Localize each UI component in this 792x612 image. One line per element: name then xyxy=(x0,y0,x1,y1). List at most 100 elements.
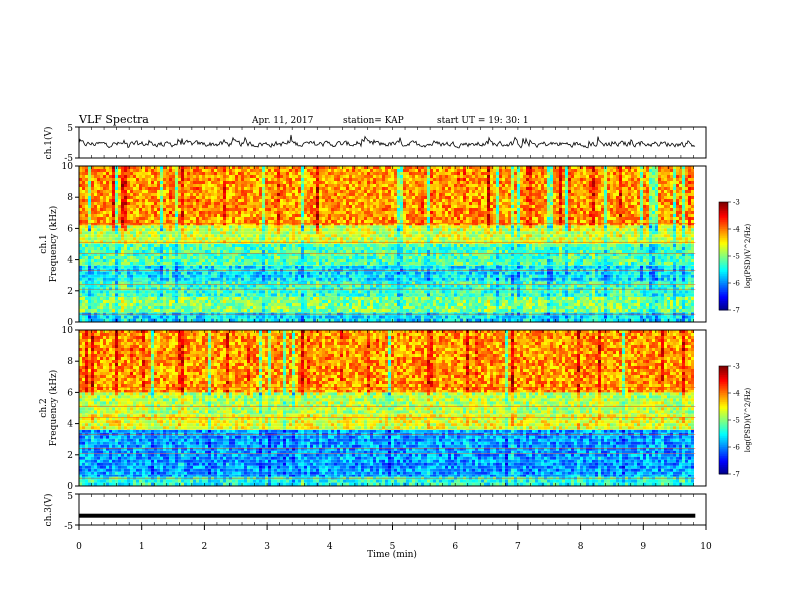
ch1-spectrogram-cell xyxy=(685,316,688,319)
ch1-spectrogram-cell xyxy=(91,247,94,250)
ch1-spectrogram-cell xyxy=(457,290,460,293)
ch1-spectrogram-cell xyxy=(523,316,526,319)
ch1-spectrogram-cell xyxy=(286,266,289,269)
ch1-spectrogram-cell xyxy=(85,278,88,281)
ch1-spectrogram-cell xyxy=(151,281,154,284)
ch1-spectrogram-cell xyxy=(532,281,535,284)
ch1-spectrogram-cell xyxy=(118,312,121,313)
ch1-spectrogram-cell xyxy=(346,287,349,290)
ch1-spectrogram-cell xyxy=(454,244,457,247)
ch1-spectrogram-cell xyxy=(580,297,583,300)
ch1-spectrogram-cell xyxy=(499,300,502,303)
ch1-spectrogram-cell xyxy=(97,309,100,312)
ch1-spectrogram-cell xyxy=(421,297,424,300)
ch1-spectrogram-cell xyxy=(637,300,640,303)
ch1-spectrogram-cell xyxy=(526,281,529,284)
ch1-spectrogram-cell xyxy=(316,316,319,319)
ch1-spectrogram-cell xyxy=(127,281,130,284)
ch1-spectrogram-cell xyxy=(376,281,379,282)
ch1-spectrogram-cell xyxy=(604,290,607,293)
ch1-spectrogram-cell xyxy=(283,319,286,322)
ch1-spectrogram-cell xyxy=(610,297,613,300)
ch1-spectrogram-cell xyxy=(310,316,313,319)
ch1-spectrogram-cell xyxy=(280,316,283,319)
ch1-spectrogram-cell xyxy=(535,306,538,309)
ch1-spectrogram-cell xyxy=(205,293,208,296)
ch1-spectrogram-cell xyxy=(436,247,439,250)
ch1-spectrogram-cell xyxy=(601,309,604,312)
ch1-spectrogram-cell xyxy=(616,275,619,278)
ch1-spectrogram-cell xyxy=(193,306,196,309)
ch1-spectrogram-cell xyxy=(583,309,586,312)
ch1-spectrogram-cell xyxy=(592,316,595,319)
ch1-spectrogram-cell xyxy=(469,316,472,319)
ch1-spectrogram-cell xyxy=(109,303,112,306)
ch1-spectrogram-cell xyxy=(190,300,193,303)
ch1-spectrogram-cell xyxy=(397,281,400,282)
ch1-spectrogram-cell xyxy=(202,293,205,296)
ch1-spectrogram-cell xyxy=(592,281,595,282)
ch1-spectrogram-cell xyxy=(547,290,550,293)
ch1-spectrogram-cell xyxy=(211,296,214,297)
ch1-spectrogram-cell xyxy=(583,281,586,282)
ch1-spectrogram-cell xyxy=(412,278,415,281)
ch1-spectrogram-cell xyxy=(316,296,319,297)
ch1-spectrogram-cell xyxy=(685,306,688,309)
ch1-spectrogram-cell xyxy=(193,303,196,306)
ch1-spectrogram-cell xyxy=(373,281,376,282)
ch1-spectrogram-cell xyxy=(454,275,457,278)
ch1-spectrogram-cell xyxy=(175,300,178,303)
ch1-spectrogram-cell xyxy=(592,281,595,284)
ch1-spectrogram-cell xyxy=(481,293,484,296)
ch1-spectrogram-cell xyxy=(553,306,556,309)
ch1-spectrogram-cell xyxy=(166,281,169,282)
ch1-spectrogram-cell xyxy=(676,306,679,309)
ch1-spectrogram-cell xyxy=(286,297,289,300)
ch1-spectrogram-cell xyxy=(382,281,385,284)
ch1-spectrogram-cell xyxy=(544,296,547,297)
ch1-spectrogram-cell xyxy=(496,272,499,275)
ch1-spectrogram-cell xyxy=(247,306,250,309)
ch1-spectrogram-cell xyxy=(571,281,574,282)
ch1-spectrogram-cell xyxy=(634,319,637,322)
ch1-spectrogram-cell xyxy=(589,290,592,293)
ch1-spectrogram-cell xyxy=(256,309,259,312)
ch1-spectrogram-cell xyxy=(220,281,223,282)
ch1-spectrogram-cell xyxy=(463,281,466,282)
ch1-spectrogram-cell xyxy=(259,281,262,284)
ch1-spectrogram-cell xyxy=(145,272,148,275)
ch1-spectrogram-cell xyxy=(88,281,91,282)
ch1-spectrogram-cell xyxy=(613,287,616,290)
ch1-spectrogram-cell xyxy=(676,297,679,300)
ch1-spectrogram-cell xyxy=(607,296,610,297)
ch1-spectrogram-cell xyxy=(478,303,481,306)
ch1-spectrogram-cell xyxy=(88,244,91,247)
ch1-spectrogram-cell xyxy=(187,272,190,275)
ch1-spectrogram-cell xyxy=(82,309,85,312)
ch1-spectrogram-cell xyxy=(319,278,322,281)
ch1-spectrogram-cell xyxy=(199,278,202,281)
ch1-spectrogram-cell xyxy=(481,281,484,282)
ch1-spectrogram-cell xyxy=(94,250,97,253)
ch1-spectrogram-cell xyxy=(412,309,415,312)
ch1-spectrogram-cell xyxy=(526,275,529,278)
ch1-spectrogram-cell xyxy=(262,297,265,300)
ch1-spectrogram-cell xyxy=(691,275,694,278)
ch1-spectrogram-cell xyxy=(238,303,241,306)
ch1-spectrogram-cell xyxy=(307,293,310,296)
ch1-spectrogram-cell xyxy=(109,312,112,313)
ch1-spectrogram-cell xyxy=(115,281,118,284)
ch1-spectrogram-cell xyxy=(616,297,619,300)
ch1-spectrogram-cell xyxy=(514,281,517,284)
ch1-spectrogram-cell xyxy=(427,300,430,303)
ch1-spectrogram-cell xyxy=(244,297,247,300)
ch1-spectrogram-cell xyxy=(85,244,88,247)
ch1-spectrogram-cell xyxy=(460,290,463,293)
ch1-spectrogram-cell xyxy=(151,300,154,303)
ch1-spectrogram-cell xyxy=(313,290,316,293)
ch1-spectrogram-cell xyxy=(505,303,508,306)
ch1-spectrogram-cell xyxy=(109,244,112,247)
ch1-spectrogram-cell xyxy=(403,312,406,313)
ch1-spectrogram-cell xyxy=(673,319,676,322)
ch1-spectrogram-cell xyxy=(538,309,541,312)
